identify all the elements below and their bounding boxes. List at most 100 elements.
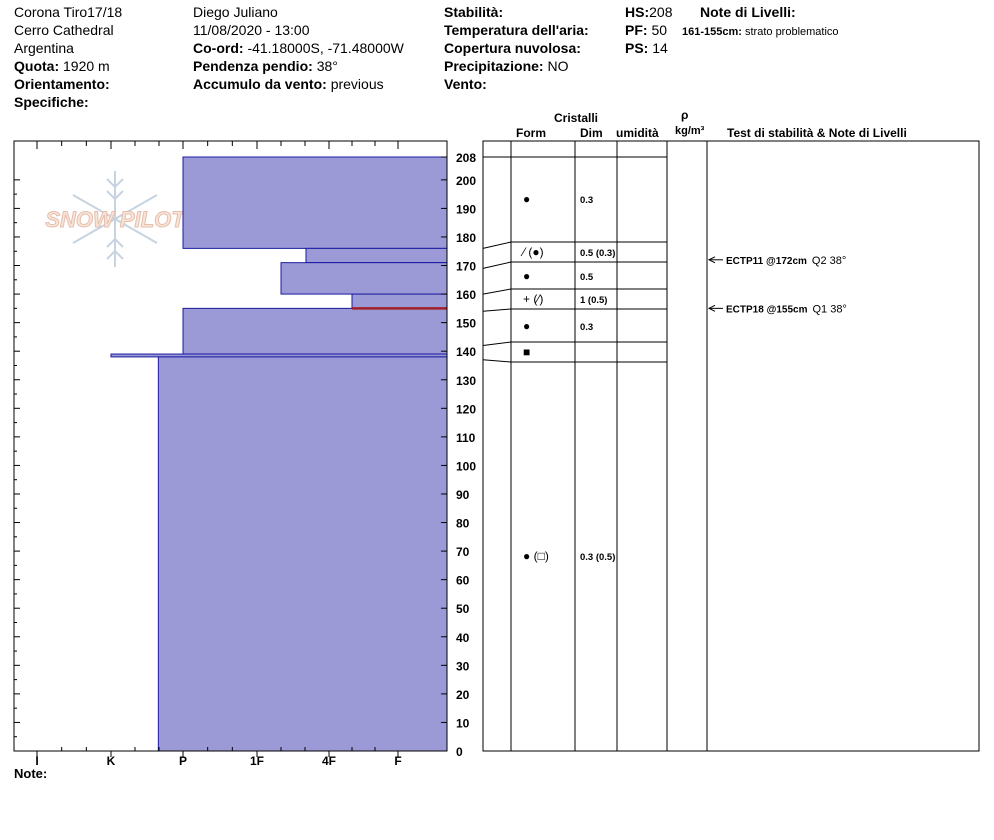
stability-notes-header: Test di stabilità & Note di Livelli <box>727 126 907 140</box>
grain-form-symbol: ● <box>523 269 530 283</box>
dim-header: Dim <box>580 126 603 140</box>
stability-test-arrowhead <box>707 256 716 264</box>
grain-boundary-connector <box>482 288 512 295</box>
hardness-layer-bar <box>280 262 448 295</box>
cloud-label: Copertura nuvolosa: <box>444 40 581 56</box>
grain-size-value: 0.5 (0.3) <box>580 248 615 259</box>
height-tick-label: 140 <box>456 345 476 359</box>
ps-value: 14 <box>652 40 668 56</box>
wind-loading: Accumulo da vento: previous <box>193 76 384 92</box>
hardness-tick-label: 1F <box>250 754 264 768</box>
height-tick-label: 150 <box>456 317 476 331</box>
density-unit-header: kg/m³ <box>675 125 705 137</box>
grain-form-symbol: ■ <box>523 345 530 359</box>
height-tick-label: 60 <box>456 574 470 588</box>
stability-test-label: ECTP11 @172cm Q2 38° <box>726 255 846 267</box>
precip-value: NO <box>547 58 569 74</box>
hardness-tick-label: K <box>107 754 116 768</box>
grain-size-value: 0.3 (0.5) <box>580 552 615 563</box>
grain-boundary-connector <box>482 241 512 249</box>
grain-form-symbol: ● (□) <box>523 549 549 563</box>
grain-size-value: 0.3 <box>580 322 593 333</box>
slope-value: 38° <box>316 58 338 74</box>
height-tick-label: 120 <box>456 402 476 416</box>
stability-test-label: ECTP18 @155cm Q1 38° <box>726 303 847 315</box>
country: Argentina <box>14 40 74 56</box>
hardness-layer-bar <box>182 156 448 249</box>
hardness-layer-bar <box>182 307 448 355</box>
grain-size-value: 1 (0.5) <box>580 295 607 306</box>
coord-value: -41.18000S, -71.48000W <box>247 40 404 56</box>
coord-label: Co-ord: <box>193 40 244 56</box>
slope: Pendenza pendio: 38° <box>193 58 338 74</box>
height-tick-label: 130 <box>456 374 476 388</box>
logo-text: SNOW PILOT <box>45 207 186 232</box>
hardness-plot-frame <box>13 140 448 752</box>
wind-label: Vento: <box>444 76 487 92</box>
precipitation: Precipitazione: NO <box>444 58 568 74</box>
height-tick-label: 0 <box>456 745 463 759</box>
layer-note: 161-155cm: strato problematico <box>682 24 839 40</box>
height-tick-label: 170 <box>456 260 476 274</box>
humidity-header: umidità <box>616 126 659 140</box>
pf-value: 50 <box>651 22 668 38</box>
grain-size-value: 0.5 <box>580 272 594 283</box>
hardness-layer-bar <box>351 293 448 309</box>
grain-boundary-connector <box>482 308 512 312</box>
precip-label: Precipitazione: <box>444 58 544 74</box>
elevation: Quota: 1920 m <box>14 58 110 74</box>
grain-form-symbol: ● <box>523 192 530 206</box>
hardness-layer-bar <box>157 356 448 752</box>
location: Corona Tiro17/18 <box>14 4 123 20</box>
air-temp-label: Temperatura dell'aria: <box>444 22 589 38</box>
hardness-layer-bar <box>305 247 448 264</box>
hs: HS:208 <box>625 4 672 20</box>
elevation-label: Quota: <box>14 58 60 74</box>
crystal-table-frame <box>482 140 980 752</box>
ps: PS: 14 <box>625 40 668 56</box>
elevation-value: 1920 m <box>63 58 110 74</box>
crystals-header: Cristalli <box>554 111 599 125</box>
height-tick-label: 10 <box>456 716 470 730</box>
height-tick-label: 30 <box>456 659 470 673</box>
specifics-label: Specifiche: <box>14 94 89 110</box>
hardness-tick-label: F <box>394 754 401 768</box>
notes-label: Note: <box>14 766 48 781</box>
height-tick-label: 110 <box>456 431 476 445</box>
snow-pilot-logo: SNOW PILOT <box>45 171 187 267</box>
slope-label: Pendenza pendio: <box>193 58 313 74</box>
height-tick-label: 70 <box>456 545 470 559</box>
height-tick-label: 90 <box>456 488 470 502</box>
ps-label: PS: <box>625 40 649 56</box>
hs-value: 208 <box>649 4 673 20</box>
grain-size-value: 0.3 <box>580 195 593 206</box>
height-tick-label: 80 <box>456 517 470 531</box>
hs-label: HS: <box>625 4 650 20</box>
datetime: 11/08/2020 - 13:00 <box>193 22 310 38</box>
height-tick-label: 50 <box>456 602 470 616</box>
grain-form-symbol: ● <box>523 319 530 333</box>
layer-note-range: 161-155cm: <box>682 26 742 38</box>
height-tick-label: 190 <box>456 202 476 216</box>
pf-label: PF: <box>625 22 648 38</box>
hardness-tick-label: 4F <box>322 754 336 768</box>
grain-boundary-connector <box>482 341 512 346</box>
rho-header: ρ <box>681 108 689 122</box>
height-tick-label: 100 <box>456 459 476 473</box>
observer: Diego Juliano <box>193 4 278 20</box>
grain-boundary-connector <box>482 261 512 269</box>
aspect-label: Orientamento: <box>14 76 110 92</box>
grain-form-symbol: ⁄ (●) <box>520 245 544 259</box>
layer-notes-label: Note di Livelli: <box>700 4 796 20</box>
height-tick-label: 208 <box>456 151 476 165</box>
grain-boundary-connector <box>482 359 512 363</box>
area: Cerro Cathedral <box>14 22 114 38</box>
height-tick-label: 40 <box>456 631 470 645</box>
form-header: Form <box>516 126 546 140</box>
wind-loading-label: Accumulo da vento: <box>193 76 327 92</box>
coordinates: Co-ord: -41.18000S, -71.48000W <box>193 40 404 56</box>
grain-form-symbol: + (⁄) <box>523 292 543 306</box>
height-tick-label: 180 <box>456 231 476 245</box>
layer-note-text: strato problematico <box>745 26 839 38</box>
hardness-tick-label: I <box>35 754 38 768</box>
